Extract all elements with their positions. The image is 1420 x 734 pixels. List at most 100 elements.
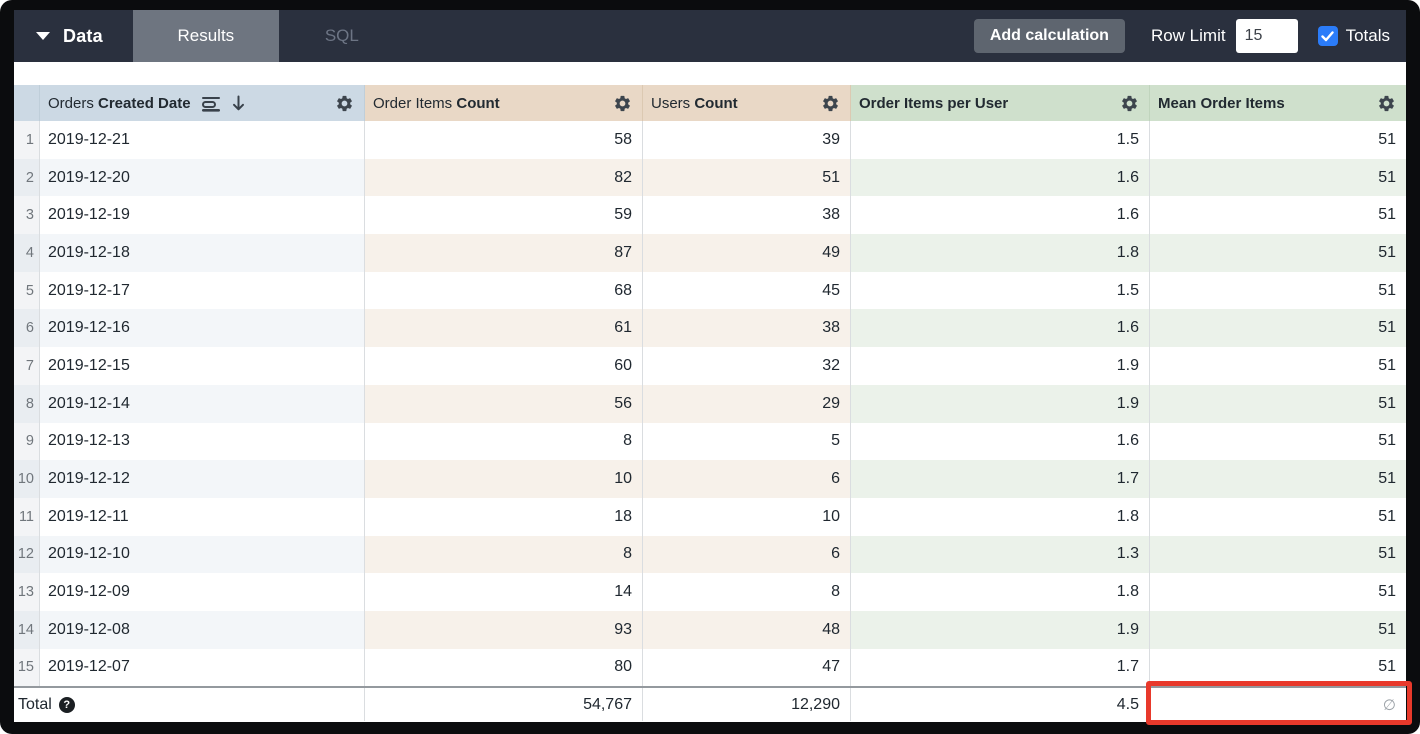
tab-results[interactable]: Results <box>132 10 279 62</box>
cell-order-items-per-user[interactable]: 1.5 <box>851 271 1150 310</box>
column-header-order-items-per-user[interactable]: Order Items per User <box>851 85 1150 121</box>
total-users-count[interactable]: 12,290 <box>643 688 851 722</box>
cell-order-items-per-user[interactable]: 1.6 <box>851 422 1150 461</box>
cell-users-count[interactable]: 39 <box>643 121 851 159</box>
cell-orders-created-date[interactable]: 2019-12-13 <box>40 422 365 461</box>
gear-icon[interactable] <box>335 94 354 113</box>
cell-mean-order-items[interactable]: 51 <box>1150 384 1406 423</box>
tab-sql[interactable]: SQL <box>324 26 359 45</box>
cell-order-items-count[interactable]: 8 <box>365 535 643 574</box>
cell-users-count[interactable]: 49 <box>643 234 851 272</box>
cell-order-items-count[interactable]: 59 <box>365 196 643 235</box>
cell-order-items-per-user[interactable]: 1.8 <box>851 573 1150 611</box>
cell-order-items-per-user[interactable]: 1.9 <box>851 610 1150 649</box>
cell-orders-created-date[interactable]: 2019-12-14 <box>40 384 365 423</box>
cell-order-items-per-user[interactable]: 1.7 <box>851 460 1150 498</box>
cell-orders-created-date[interactable]: 2019-12-10 <box>40 535 365 574</box>
cell-order-items-per-user[interactable]: 1.6 <box>851 309 1150 348</box>
cell-order-items-count[interactable]: 82 <box>365 158 643 197</box>
cell-order-items-per-user[interactable]: 1.6 <box>851 196 1150 235</box>
cell-users-count[interactable]: 38 <box>643 196 851 235</box>
cell-order-items-per-user[interactable]: 1.8 <box>851 234 1150 272</box>
cell-order-items-count[interactable]: 58 <box>365 121 643 159</box>
table-row: 13 2019-12-09 14 8 1.8 51 <box>14 573 1406 611</box>
cell-users-count[interactable]: 38 <box>643 309 851 348</box>
gear-icon[interactable] <box>821 94 840 113</box>
cell-mean-order-items[interactable]: 51 <box>1150 158 1406 197</box>
cell-users-count[interactable]: 45 <box>643 271 851 310</box>
cell-orders-created-date[interactable]: 2019-12-07 <box>40 648 365 687</box>
cell-users-count[interactable]: 6 <box>643 535 851 574</box>
cell-orders-created-date[interactable]: 2019-12-20 <box>40 158 365 197</box>
cell-mean-order-items[interactable]: 51 <box>1150 271 1406 310</box>
cell-mean-order-items[interactable]: 51 <box>1150 497 1406 536</box>
cell-order-items-count[interactable]: 87 <box>365 234 643 272</box>
gear-icon[interactable] <box>1120 94 1139 113</box>
cell-mean-order-items[interactable]: 51 <box>1150 422 1406 461</box>
cell-orders-created-date[interactable]: 2019-12-09 <box>40 573 365 611</box>
sort-descending-icon[interactable] <box>231 95 246 112</box>
cell-order-items-per-user[interactable]: 1.7 <box>851 648 1150 687</box>
cell-order-items-per-user[interactable]: 1.6 <box>851 158 1150 197</box>
cell-users-count[interactable]: 6 <box>643 460 851 498</box>
cell-orders-created-date[interactable]: 2019-12-18 <box>40 234 365 272</box>
gear-icon[interactable] <box>613 94 632 113</box>
cell-order-items-count[interactable]: 61 <box>365 309 643 348</box>
total-order-items-per-user[interactable]: 4.5 <box>851 688 1150 722</box>
cell-order-items-count[interactable]: 18 <box>365 497 643 536</box>
cell-order-items-count[interactable]: 60 <box>365 347 643 385</box>
data-menu-button[interactable]: Data <box>14 10 133 62</box>
cell-order-items-count[interactable]: 56 <box>365 384 643 423</box>
cell-orders-created-date[interactable]: 2019-12-17 <box>40 271 365 310</box>
row-number: 3 <box>14 196 40 235</box>
column-header-users-count[interactable]: Users Count <box>643 85 851 121</box>
totals-checkbox[interactable] <box>1317 26 1338 46</box>
cell-users-count[interactable]: 10 <box>643 497 851 536</box>
total-mean-order-items-null[interactable]: ∅ <box>1150 688 1406 722</box>
cell-users-count[interactable]: 47 <box>643 648 851 687</box>
cell-mean-order-items[interactable]: 51 <box>1150 121 1406 159</box>
cell-order-items-count[interactable]: 68 <box>365 271 643 310</box>
cell-orders-created-date[interactable]: 2019-12-16 <box>40 309 365 348</box>
cell-order-items-count[interactable]: 80 <box>365 648 643 687</box>
cell-mean-order-items[interactable]: 51 <box>1150 460 1406 498</box>
cell-users-count[interactable]: 51 <box>643 158 851 197</box>
column-header-order-items-count[interactable]: Order Items Count <box>365 85 643 121</box>
cell-mean-order-items[interactable]: 51 <box>1150 234 1406 272</box>
cell-orders-created-date[interactable]: 2019-12-19 <box>40 196 365 235</box>
cell-mean-order-items[interactable]: 51 <box>1150 610 1406 649</box>
cell-users-count[interactable]: 5 <box>643 422 851 461</box>
cell-order-items-per-user[interactable]: 1.3 <box>851 535 1150 574</box>
add-calculation-button[interactable]: Add calculation <box>973 19 1125 53</box>
row-limit-input[interactable] <box>1235 19 1298 53</box>
cell-orders-created-date[interactable]: 2019-12-11 <box>40 497 365 536</box>
cell-order-items-per-user[interactable]: 1.9 <box>851 384 1150 423</box>
column-header-mean-order-items[interactable]: Mean Order Items <box>1150 85 1406 121</box>
cell-order-items-count[interactable]: 14 <box>365 573 643 611</box>
cell-mean-order-items[interactable]: 51 <box>1150 573 1406 611</box>
cell-order-items-count[interactable]: 93 <box>365 610 643 649</box>
cell-order-items-count[interactable]: 10 <box>365 460 643 498</box>
column-header-orders-created-date[interactable]: Orders Created Date <box>40 85 365 121</box>
cell-mean-order-items[interactable]: 51 <box>1150 309 1406 348</box>
cell-mean-order-items[interactable]: 51 <box>1150 347 1406 385</box>
subtotal-icon[interactable] <box>201 95 221 112</box>
help-icon[interactable]: ? <box>58 696 75 713</box>
cell-users-count[interactable]: 48 <box>643 610 851 649</box>
cell-orders-created-date[interactable]: 2019-12-15 <box>40 347 365 385</box>
cell-users-count[interactable]: 29 <box>643 384 851 423</box>
cell-users-count[interactable]: 32 <box>643 347 851 385</box>
cell-mean-order-items[interactable]: 51 <box>1150 648 1406 687</box>
total-order-items-count[interactable]: 54,767 <box>365 688 643 722</box>
cell-mean-order-items[interactable]: 51 <box>1150 196 1406 235</box>
cell-users-count[interactable]: 8 <box>643 573 851 611</box>
gear-icon[interactable] <box>1377 94 1396 113</box>
cell-order-items-per-user[interactable]: 1.9 <box>851 347 1150 385</box>
cell-orders-created-date[interactable]: 2019-12-21 <box>40 121 365 159</box>
cell-mean-order-items[interactable]: 51 <box>1150 535 1406 574</box>
cell-orders-created-date[interactable]: 2019-12-08 <box>40 610 365 649</box>
cell-order-items-per-user[interactable]: 1.5 <box>851 121 1150 159</box>
cell-orders-created-date[interactable]: 2019-12-12 <box>40 460 365 498</box>
cell-order-items-per-user[interactable]: 1.8 <box>851 497 1150 536</box>
cell-order-items-count[interactable]: 8 <box>365 422 643 461</box>
